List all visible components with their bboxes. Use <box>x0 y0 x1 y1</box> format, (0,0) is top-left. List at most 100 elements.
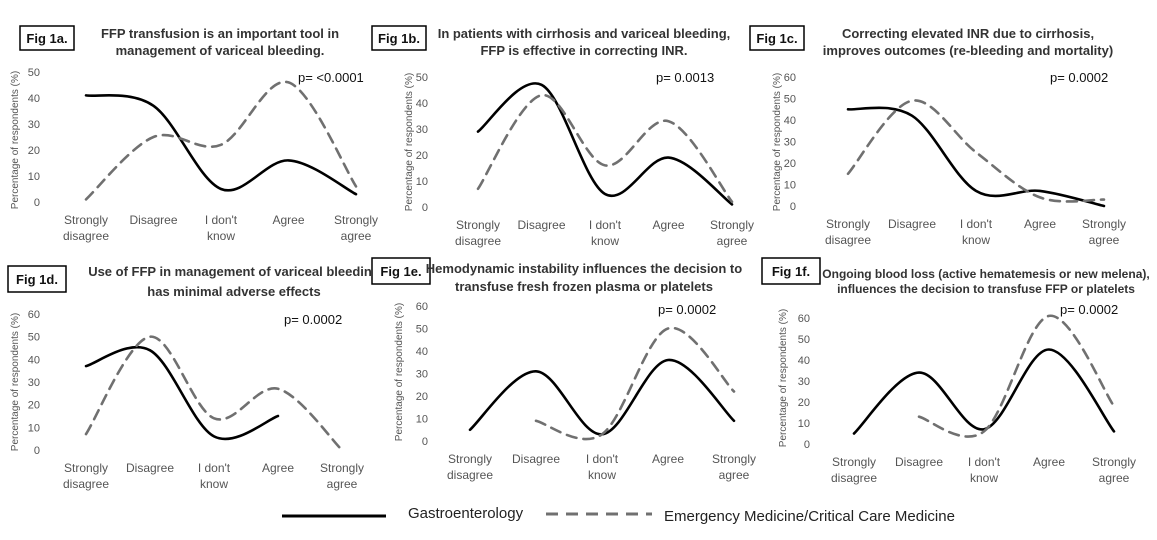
legend: Gastroenterology Emergency Medicine/Criti… <box>282 505 955 525</box>
y-tick-label: 0 <box>34 445 40 457</box>
series-line-emergency-critical-care <box>476 93 734 204</box>
y-tick-label: 0 <box>34 197 40 209</box>
x-category-label: Disagree <box>126 461 174 475</box>
fig-label: Fig 1e. <box>380 264 421 279</box>
x-category-label: Agree <box>1033 455 1065 469</box>
chart-title-line: influences the decision to transfuse FFP… <box>837 282 1135 296</box>
x-category-label: I don't know <box>205 213 238 243</box>
x-category-label: I don't know <box>198 461 231 491</box>
fig-label-box <box>749 25 805 51</box>
p-value: p= 0.0002 <box>284 312 342 327</box>
chart-panel-3: Fig 1c. Correcting elevated INR due to ci… <box>749 25 1126 247</box>
x-category-label: Strongly agree <box>710 218 754 248</box>
y-tick-label: 40 <box>28 354 40 366</box>
y-tick-label: 50 <box>784 94 796 106</box>
y-axis-label: Percentage of respondents (%) <box>394 303 405 441</box>
y-axis-label: Percentage of respondents (%) <box>778 309 789 447</box>
x-category-label: Agree <box>1024 217 1056 231</box>
y-axis-label: Percentage of respondents (%) <box>10 313 21 451</box>
chart-panel-4: Fig 1d. Use of FFP in management of varic… <box>7 264 380 491</box>
y-tick-label: 30 <box>28 377 40 389</box>
fig-label-box <box>761 257 821 285</box>
x-category-label: Strongly disagree <box>455 218 501 248</box>
x-category-label: Agree <box>652 218 684 232</box>
series-line-gastroenterology <box>84 345 280 441</box>
y-tick-label: 60 <box>798 313 810 325</box>
legend-label-gastroenterology: Gastroenterology <box>408 505 524 522</box>
y-tick-label: 40 <box>28 93 40 105</box>
p-value: p= 0.0002 <box>1050 70 1108 85</box>
chart-title-line: In patients with cirrhosis and variceal … <box>438 26 731 41</box>
y-tick-label: 10 <box>28 422 40 434</box>
y-tick-label: 30 <box>28 119 40 131</box>
x-category-label: Strongly agree <box>1082 217 1126 247</box>
y-tick-label: 40 <box>798 355 810 367</box>
y-tick-label: 20 <box>784 158 796 170</box>
y-tick-label: 20 <box>798 397 810 409</box>
x-category-label: Agree <box>652 452 684 466</box>
y-tick-label: 20 <box>28 145 40 157</box>
x-category-label: Strongly agree <box>1092 455 1136 485</box>
fig-label: Fig 1f. <box>772 264 810 279</box>
y-axis-label: Percentage of respondents (%) <box>772 73 783 211</box>
y-tick-label: 60 <box>28 309 40 321</box>
series-line-gastroenterology <box>468 358 736 436</box>
y-tick-label: 50 <box>416 324 428 336</box>
series-line-gastroenterology <box>476 82 734 206</box>
y-tick-label: 30 <box>416 369 428 381</box>
chart-title-line: FFP is effective in correcting INR. <box>480 43 687 58</box>
x-category-label: I don't know <box>589 218 622 248</box>
chart-title-line: transfuse fresh frozen plasma or platele… <box>455 279 713 294</box>
chart-title-line: improves outcomes (re-bleeding and morta… <box>823 43 1113 58</box>
x-category-label: Agree <box>272 213 304 227</box>
series-line-emergency-critical-care <box>84 335 344 452</box>
fig-label-box <box>19 25 75 51</box>
x-category-label: Disagree <box>888 217 936 231</box>
x-category-label: Strongly disagree <box>831 455 877 485</box>
y-tick-label: 50 <box>798 334 810 346</box>
chart-panel-2: Fig 1b. In patients with cirrhosis and va… <box>371 25 754 248</box>
y-tick-label: 0 <box>790 201 796 213</box>
p-value: p= <0.0001 <box>298 70 364 85</box>
fig-label: Fig 1a. <box>26 31 67 46</box>
p-value: p= 0.0002 <box>1060 302 1118 317</box>
x-category-label: I don't know <box>968 455 1001 485</box>
y-tick-label: 0 <box>804 439 810 451</box>
y-axis-label: Percentage of respondents (%) <box>404 73 415 211</box>
series-line-emergency-critical-care <box>534 326 736 441</box>
fig-label-box <box>371 25 427 51</box>
y-tick-label: 40 <box>416 346 428 358</box>
series-line-gastroenterology <box>846 106 1106 208</box>
series-line-emergency-critical-care <box>846 99 1106 203</box>
chart-title-line: Hemodynamic instability influences the d… <box>426 261 742 276</box>
y-tick-label: 60 <box>416 301 428 313</box>
y-tick-label: 50 <box>28 67 40 79</box>
y-tick-label: 60 <box>784 72 796 84</box>
fig-label: Fig 1b. <box>378 31 420 46</box>
chart-panel-6: Fig 1f. Ongoing blood loss (active hemate… <box>761 257 1150 485</box>
y-tick-label: 40 <box>416 98 428 110</box>
y-tick-label: 40 <box>784 115 796 127</box>
x-category-label: Strongly disagree <box>63 213 109 243</box>
x-category-label: Disagree <box>517 218 565 232</box>
y-tick-label: 50 <box>28 332 40 344</box>
y-tick-label: 0 <box>422 202 428 214</box>
y-tick-label: 20 <box>416 150 428 162</box>
y-tick-label: 30 <box>798 376 810 388</box>
x-category-label: Strongly agree <box>334 213 378 243</box>
series-line-gastroenterology <box>852 348 1116 435</box>
x-category-label: Disagree <box>895 455 943 469</box>
series-line-emergency-critical-care <box>84 80 358 201</box>
chart-title-line: FFP transfusion is an important tool in <box>101 26 339 41</box>
fig-label-box <box>371 257 431 285</box>
x-category-label: Disagree <box>129 213 177 227</box>
y-tick-label: 30 <box>416 124 428 136</box>
series-line-gastroenterology <box>84 94 358 196</box>
y-tick-label: 20 <box>28 400 40 412</box>
x-category-label: Strongly agree <box>712 452 756 482</box>
p-value: p= 0.0013 <box>656 70 714 85</box>
chart-panel-5: Fig 1e. Hemodynamic instability influence… <box>371 257 756 482</box>
x-category-label: Strongly disagree <box>825 217 871 247</box>
y-axis-label: Percentage of respondents (%) <box>10 71 21 209</box>
